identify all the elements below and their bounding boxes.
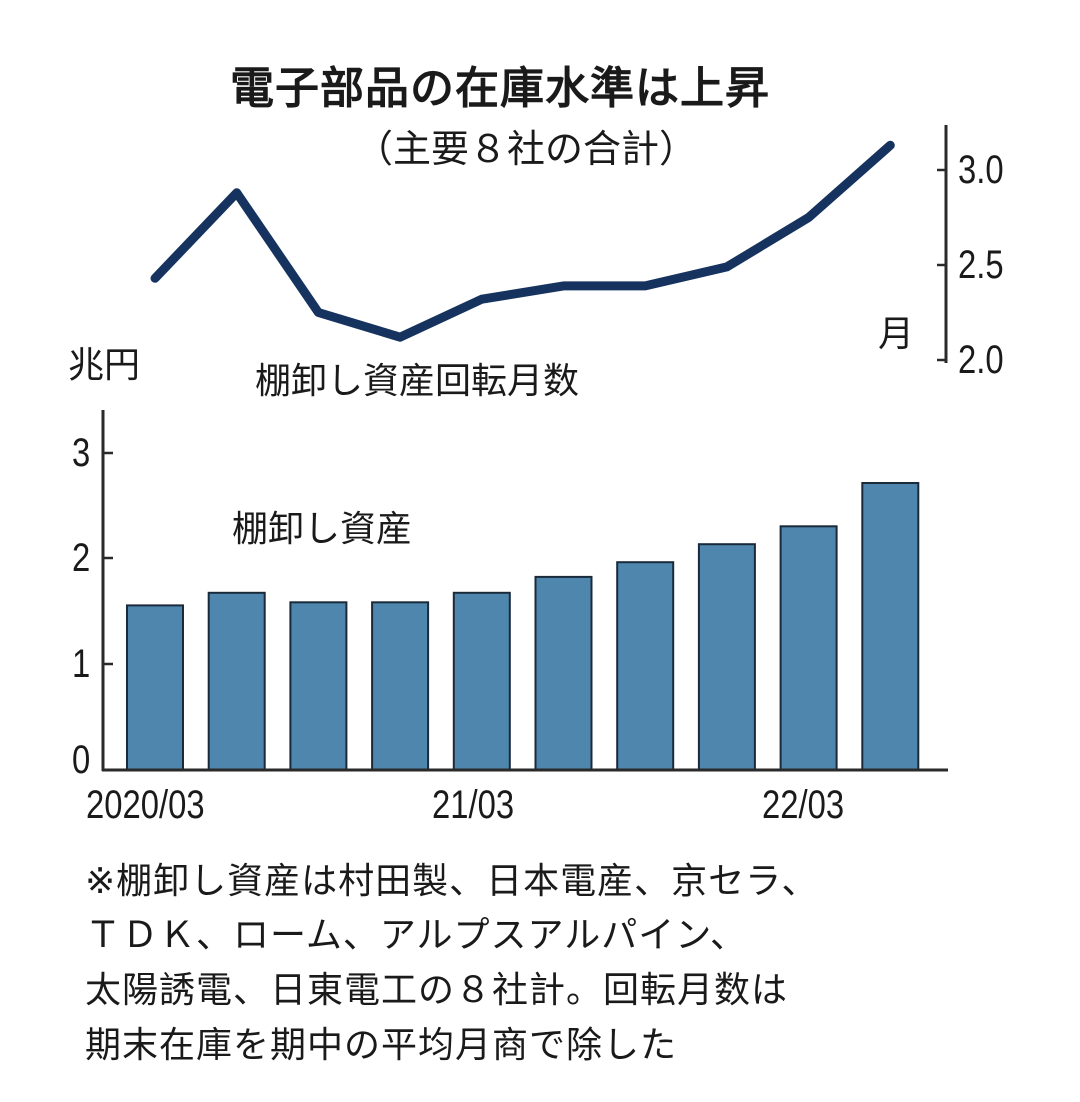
footnote-line-4: 期末在庫を期中の平均月商で除した bbox=[85, 1025, 678, 1066]
bar bbox=[207, 591, 266, 771]
left-tick-0: 0 bbox=[72, 738, 91, 782]
right-tick-2-5: 2.5 bbox=[958, 243, 1004, 287]
footnote-line-2: ＴＤＫ、ローム、アルプスアルパイン、 bbox=[85, 915, 748, 956]
bar bbox=[616, 561, 675, 772]
x-tick-21-03: 21/03 bbox=[432, 783, 515, 827]
inventory-bars bbox=[126, 482, 920, 772]
chart-title: 電子部品の在庫水準は上昇 bbox=[230, 63, 770, 114]
chart-subtitle: （主要８社の合計） bbox=[355, 127, 698, 171]
right-tick-3-0: 3.0 bbox=[958, 148, 1004, 192]
bar bbox=[371, 601, 430, 771]
bar bbox=[452, 591, 511, 771]
bar bbox=[126, 604, 184, 772]
left-tick-1: 1 bbox=[72, 642, 91, 686]
bar-series-label: 棚卸し資産 bbox=[232, 509, 413, 550]
left-unit-label: 兆円 bbox=[68, 345, 141, 386]
left-tick-2: 2 bbox=[72, 536, 91, 580]
right-axis bbox=[937, 125, 948, 363]
footnote-line-1: ※棚卸し資産は村田製、日本電産、京セラ、 bbox=[85, 861, 819, 902]
left-axis bbox=[101, 410, 113, 771]
turnover-line bbox=[150, 140, 895, 342]
right-unit-label: 月 bbox=[878, 314, 915, 355]
bar bbox=[534, 575, 593, 772]
footnote-line-3: 太陽誘電、日東電工の８社計。回転月数は bbox=[85, 970, 789, 1011]
left-tick-3: 3 bbox=[72, 431, 91, 475]
bar bbox=[697, 543, 756, 772]
right-tick-2-0: 2.0 bbox=[958, 338, 1004, 382]
x-tick-22-03: 22/03 bbox=[762, 783, 845, 827]
bar bbox=[779, 525, 838, 771]
bar bbox=[861, 482, 920, 771]
x-tick-2020-03: 2020/03 bbox=[86, 783, 205, 827]
bar bbox=[289, 601, 348, 771]
line-series-label: 棚卸し資産回転月数 bbox=[255, 361, 580, 402]
